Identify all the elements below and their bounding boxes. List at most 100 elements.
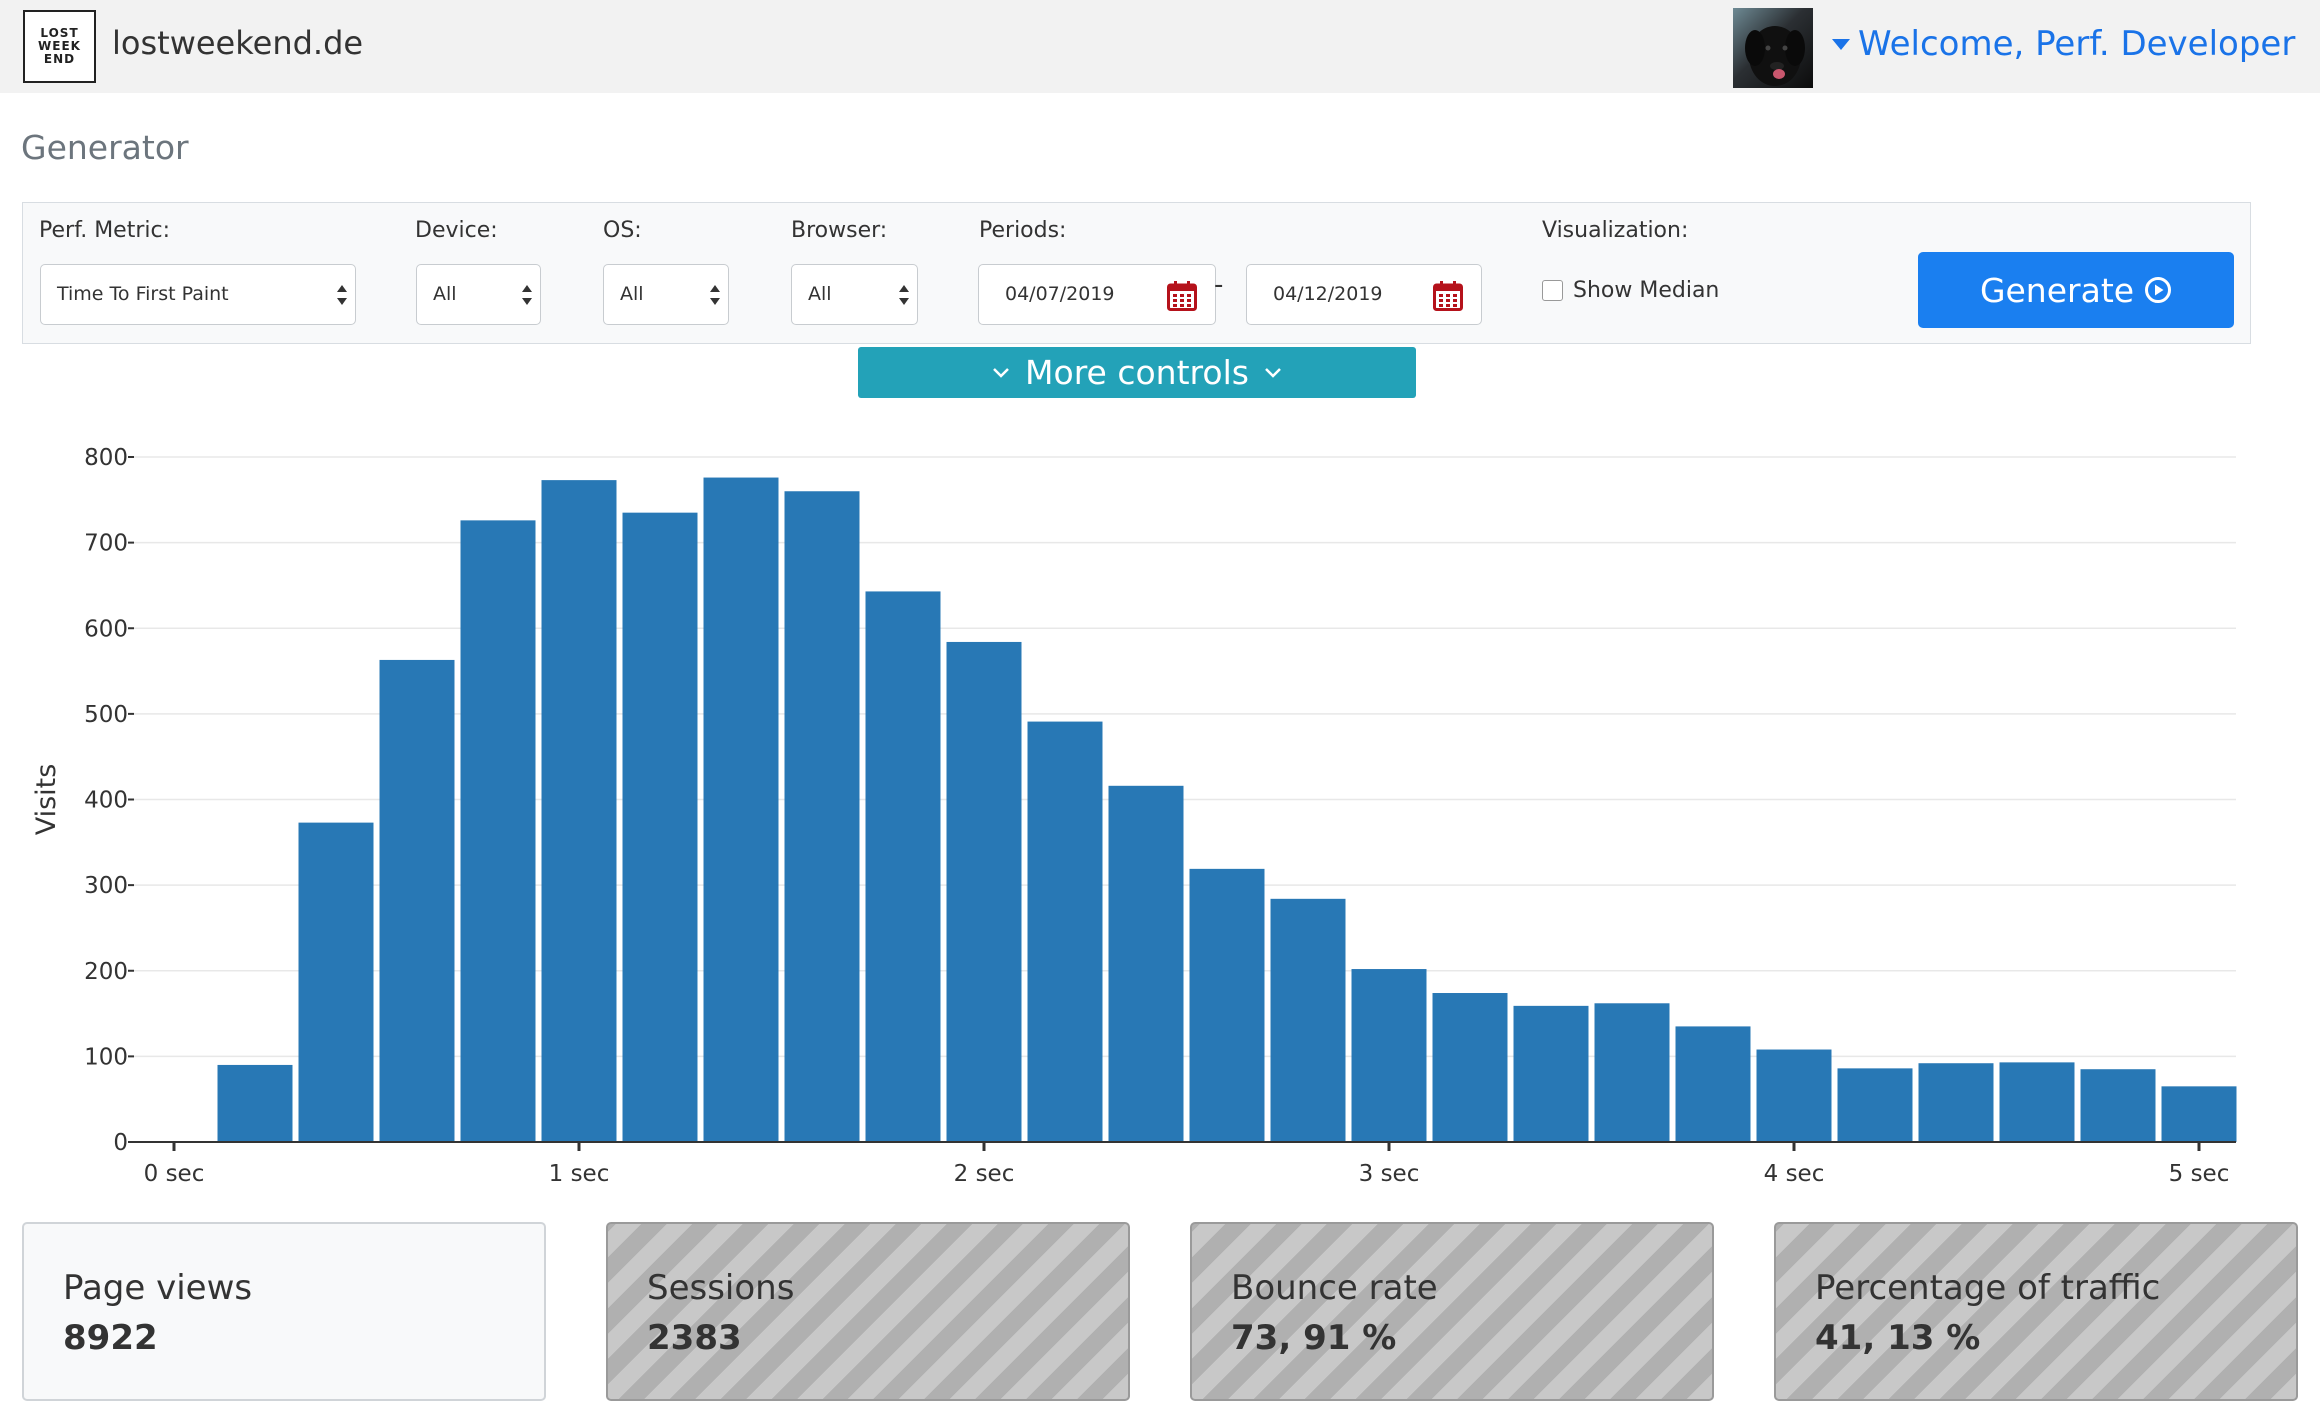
show-median-checkbox[interactable] bbox=[1542, 280, 1563, 301]
page-title: Generator bbox=[21, 128, 189, 167]
select-arrows-icon bbox=[710, 285, 720, 305]
y-tick-label: 200 bbox=[84, 959, 128, 985]
generate-button-label: Generate bbox=[1979, 270, 2135, 310]
histogram-bar bbox=[784, 491, 860, 1142]
y-tick-label: 0 bbox=[113, 1130, 128, 1156]
stat-value: 8922 bbox=[63, 1318, 158, 1358]
histogram-chart: 0 100 200 300 400 500 600 700 800 0 sec 1 sec 2 sec… bbox=[31, 445, 2237, 1187]
x-tick-label: 4 sec bbox=[1764, 1161, 1825, 1187]
histogram-bar bbox=[1270, 898, 1346, 1142]
calendar-icon[interactable] bbox=[1167, 280, 1197, 311]
top-navbar bbox=[0, 0, 2320, 93]
site-logo[interactable]: LOST WEEK END bbox=[23, 10, 96, 83]
stat-title: Bounce rate bbox=[1231, 1268, 1438, 1308]
chevron-down-icon bbox=[1265, 367, 1281, 378]
y-tick-label: 800 bbox=[84, 445, 128, 471]
histogram-bar bbox=[865, 591, 941, 1142]
y-tick-label: 700 bbox=[84, 531, 128, 557]
calendar-icon[interactable] bbox=[1433, 280, 1463, 311]
metric-label: Perf. Metric: bbox=[39, 218, 171, 243]
metric-select-value: Time To First Paint bbox=[57, 283, 229, 305]
histogram-bar bbox=[460, 520, 536, 1142]
x-tick-label: 0 sec bbox=[144, 1161, 205, 1187]
histogram-bar bbox=[1432, 993, 1508, 1142]
stat-value: 41, 13 % bbox=[1815, 1318, 1981, 1358]
period-end-value: 04/12/2019 bbox=[1273, 283, 1383, 305]
stat-card-page-views: Page views 8922 bbox=[22, 1222, 546, 1401]
histogram-bar bbox=[1108, 785, 1184, 1142]
chevron-down-icon bbox=[993, 367, 1009, 378]
y-tick-label: 300 bbox=[84, 873, 128, 899]
y-tick-label: 600 bbox=[84, 616, 128, 642]
histogram-bar bbox=[1513, 1005, 1589, 1142]
histogram-bar bbox=[1351, 969, 1427, 1142]
stat-card-sessions: Sessions 2383 bbox=[606, 1222, 1130, 1401]
more-controls-button[interactable]: More controls bbox=[858, 347, 1416, 398]
histogram-bar bbox=[1027, 721, 1103, 1142]
period-separator: - bbox=[1214, 270, 1224, 300]
histogram-bar bbox=[1756, 1049, 1832, 1142]
stat-value: 2383 bbox=[647, 1318, 742, 1358]
site-name[interactable]: lostweekend.de bbox=[112, 24, 364, 62]
histogram-bar bbox=[1594, 1003, 1670, 1142]
os-select[interactable]: All bbox=[603, 264, 729, 325]
period-start-value: 04/07/2019 bbox=[1005, 283, 1115, 305]
select-arrows-icon bbox=[522, 285, 532, 305]
histogram-bar bbox=[1999, 1062, 2075, 1142]
logo-line-3: END bbox=[43, 52, 76, 66]
x-tick-label: 3 sec bbox=[1359, 1161, 1420, 1187]
y-tick-label: 400 bbox=[84, 788, 128, 814]
generate-button[interactable]: Generate bbox=[1918, 252, 2234, 328]
histogram-bar bbox=[2161, 1086, 2237, 1142]
os-label: OS: bbox=[603, 218, 642, 243]
y-axis-title: Visits bbox=[31, 764, 62, 836]
histogram-bar bbox=[1918, 1063, 1994, 1142]
device-label: Device: bbox=[415, 218, 498, 243]
y-tick-label: 100 bbox=[84, 1044, 128, 1070]
histogram-bar bbox=[379, 659, 455, 1142]
select-arrows-icon bbox=[337, 285, 347, 305]
histogram-bar bbox=[1675, 1026, 1751, 1142]
stat-title: Percentage of traffic bbox=[1815, 1268, 2161, 1308]
stat-card-bounce-rate: Bounce rate 73, 91 % bbox=[1190, 1222, 1714, 1401]
welcome-text: Welcome, Perf. Developer bbox=[1858, 24, 2296, 64]
histogram-bar bbox=[946, 641, 1022, 1142]
stat-title: Sessions bbox=[647, 1268, 795, 1308]
device-select[interactable]: All bbox=[416, 264, 541, 325]
user-avatar[interactable] bbox=[1733, 8, 1813, 88]
browser-select-value: All bbox=[808, 283, 832, 305]
histogram-bar bbox=[2080, 1069, 2156, 1142]
browser-label: Browser: bbox=[791, 218, 888, 243]
histogram-bar bbox=[703, 477, 779, 1142]
x-tick-label: 1 sec bbox=[549, 1161, 610, 1187]
period-start-input[interactable]: 04/07/2019 bbox=[978, 264, 1216, 325]
stat-card-percentage-of-traffic: Percentage of traffic 41, 13 % bbox=[1774, 1222, 2298, 1401]
os-select-value: All bbox=[620, 283, 644, 305]
histogram-bar bbox=[1189, 868, 1265, 1142]
logo-line-2: WEEK bbox=[38, 39, 81, 53]
browser-select[interactable]: All bbox=[791, 264, 918, 325]
histogram-bar bbox=[298, 822, 374, 1142]
periods-label: Periods: bbox=[979, 218, 1067, 243]
period-end-input[interactable]: 04/12/2019 bbox=[1246, 264, 1482, 325]
y-tick-label: 500 bbox=[84, 702, 128, 728]
stat-title: Page views bbox=[63, 1268, 253, 1308]
play-circle-icon bbox=[2145, 277, 2172, 303]
select-arrows-icon bbox=[899, 285, 909, 305]
histogram-bar bbox=[541, 480, 617, 1142]
metric-select[interactable]: Time To First Paint bbox=[40, 264, 356, 325]
caret-down-icon bbox=[1832, 38, 1850, 50]
visualization-label: Visualization: bbox=[1542, 218, 1689, 243]
stat-value: 73, 91 % bbox=[1231, 1318, 1397, 1358]
x-tick-label: 2 sec bbox=[954, 1161, 1015, 1187]
x-tick-label: 5 sec bbox=[2169, 1161, 2230, 1187]
logo-line-1: LOST bbox=[40, 26, 79, 40]
show-median-toggle[interactable]: Show Median bbox=[1542, 278, 1719, 303]
show-median-label: Show Median bbox=[1573, 278, 1720, 303]
histogram-bar bbox=[622, 512, 698, 1142]
histogram-bar bbox=[1837, 1068, 1913, 1142]
user-menu-toggle[interactable]: Welcome, Perf. Developer bbox=[1832, 24, 2295, 64]
dog-avatar-icon bbox=[1745, 26, 1805, 86]
more-controls-label: More controls bbox=[1025, 353, 1249, 392]
device-select-value: All bbox=[433, 283, 457, 305]
